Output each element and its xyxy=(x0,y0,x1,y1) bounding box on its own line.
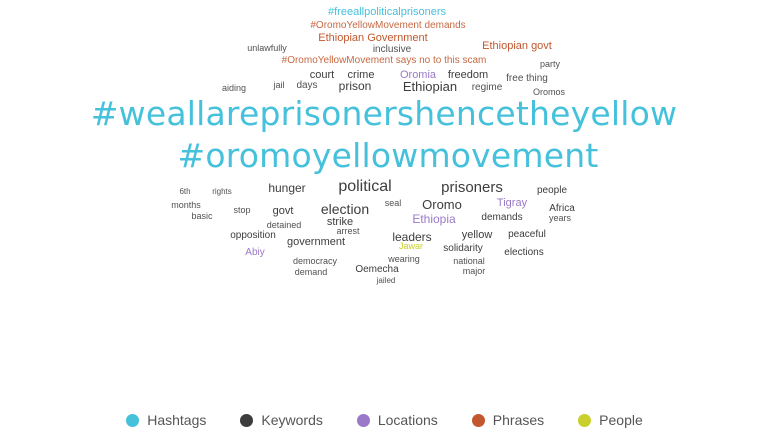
legend-dot-icon xyxy=(471,413,485,427)
word-keyword: yellow xyxy=(461,229,493,241)
word-keyword: days xyxy=(296,80,318,91)
word-keyword: unlawfully xyxy=(247,43,287,53)
legend-dot-icon xyxy=(356,413,370,427)
word-keyword: seal xyxy=(384,198,402,208)
word-keyword: political xyxy=(338,178,392,195)
word-hashtag: #weallareprisonershencetheyellow xyxy=(90,94,678,133)
word-keyword: leaders xyxy=(392,230,432,244)
word-keyword: jailed xyxy=(376,276,396,285)
word-keyword: Ethiopian xyxy=(402,79,458,94)
word-keyword: major xyxy=(462,266,486,276)
word-keyword: arrest xyxy=(336,226,360,236)
word-keyword: crime xyxy=(347,69,375,81)
word-keyword: wearing xyxy=(388,254,420,264)
word-keyword: hunger xyxy=(268,181,306,195)
word-cloud: #freeallpoliticalprisoners #OromoYellowMo… xyxy=(90,6,678,285)
legend-item-keyword: Keywords xyxy=(240,412,323,428)
word-keyword: rights xyxy=(212,187,232,196)
legend-label: Locations xyxy=(377,412,438,428)
word-hashtag: #freeallpoliticalprisoners xyxy=(327,6,447,18)
word-keyword: free thing xyxy=(506,73,548,84)
word-keyword: court xyxy=(309,69,335,81)
word-keyword: prisoners xyxy=(441,179,503,196)
legend-dot-icon xyxy=(578,413,592,427)
legend-item-location: Locations xyxy=(356,412,438,428)
word-keyword: demand xyxy=(294,267,328,277)
word-keyword: strike xyxy=(326,216,354,228)
legend-item-people: People xyxy=(578,412,643,428)
word-keyword: Oemecha xyxy=(355,264,399,275)
word-phrase: Ethiopian Government xyxy=(318,32,428,44)
word-keyword: peaceful xyxy=(508,229,546,240)
legend-item-hashtag: Hashtags xyxy=(126,412,206,428)
word-keyword: regime xyxy=(471,82,503,93)
word-keyword: government xyxy=(286,236,346,248)
word-hashtag: #oromoyellowmovement xyxy=(177,136,599,175)
word-keyword: 6th xyxy=(179,187,191,196)
word-keyword: months xyxy=(171,200,201,210)
word-keyword: national xyxy=(453,256,485,266)
word-keyword: Oromo xyxy=(422,197,462,212)
legend-label: People xyxy=(599,412,643,428)
word-keyword: aiding xyxy=(221,83,247,93)
legend-label: Hashtags xyxy=(147,412,207,428)
legend-label: Phrases xyxy=(492,412,545,428)
legend-dot-icon xyxy=(126,413,140,427)
word-keyword: govt xyxy=(272,205,294,217)
word-keyword: jail xyxy=(273,80,285,90)
word-keyword: party xyxy=(539,59,561,69)
word-keyword: prison xyxy=(338,79,372,93)
legend-label: Keywords xyxy=(261,412,323,428)
word-phrase: Ethiopian govt xyxy=(482,40,552,52)
word-keyword: solidarity xyxy=(443,243,483,254)
word-keyword: detained xyxy=(266,220,302,230)
word-keyword: demands xyxy=(481,212,523,223)
word-phrase: #OromoYellowMovement says no to this sca… xyxy=(281,55,487,66)
legend-item-phrase: Phrases xyxy=(471,412,545,428)
word-phrase: #OromoYellowMovement demands xyxy=(310,20,466,31)
word-location: Oromia xyxy=(399,69,437,81)
word-keyword: Africa xyxy=(549,203,575,214)
word-keyword: basic xyxy=(191,211,213,221)
word-keyword: freedom xyxy=(447,69,489,81)
word-people: Jawar xyxy=(398,241,424,251)
word-keyword: democracy xyxy=(292,256,338,266)
word-keyword: elections xyxy=(504,247,544,258)
word-keyword: stop xyxy=(233,205,251,215)
word-keyword: years xyxy=(548,213,572,223)
word-location: Tigray xyxy=(496,197,528,209)
legend: Hashtags Keywords Locations Phrases People xyxy=(0,410,769,430)
word-keyword: opposition xyxy=(230,230,276,241)
word-keyword: inclusive xyxy=(372,44,412,55)
word-keyword: people xyxy=(536,185,568,196)
word-location: Ethiopia xyxy=(412,212,456,226)
legend-dot-icon xyxy=(240,413,254,427)
word-keyword: Oromos xyxy=(532,87,566,97)
word-keyword: election xyxy=(320,201,370,217)
word-location: Abiy xyxy=(245,247,265,258)
